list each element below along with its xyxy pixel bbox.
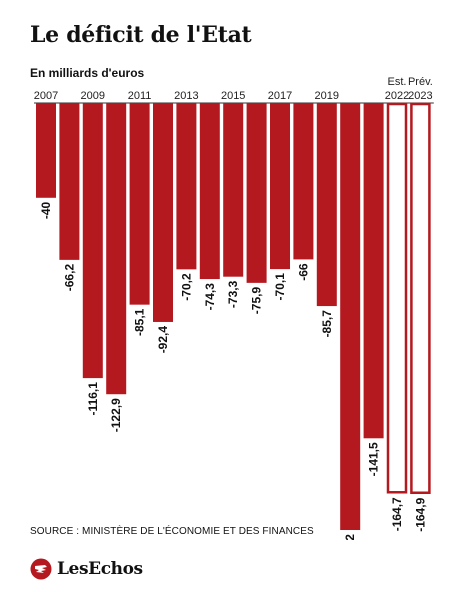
x-tick-label-2013: 2013 — [174, 90, 198, 102]
bar-2017 — [270, 103, 290, 270]
bar-2016 — [246, 103, 267, 283]
x-tick-label-2015: 2015 — [221, 90, 245, 102]
value-label-2020: -180,2 — [343, 534, 357, 540]
les-echos-logo-icon — [30, 558, 52, 580]
bar-2020 — [340, 103, 361, 530]
x-tick-label-2011: 2011 — [128, 90, 152, 102]
value-label-2019: -85,7 — [320, 310, 334, 338]
value-label-2010: -122,9 — [109, 398, 123, 432]
bar-2007 — [36, 103, 56, 198]
value-label-2021: -141,5 — [367, 442, 381, 476]
value-label-2011: -85,1 — [133, 308, 147, 336]
value-label-2016: -75,9 — [250, 287, 264, 315]
value-label-2017: -70,1 — [273, 273, 287, 301]
value-label-2009: -116,1 — [86, 382, 100, 416]
bar-2013 — [176, 103, 197, 270]
value-label-2022: -164,7 — [390, 497, 404, 531]
x-tick-label-2009: 2009 — [81, 90, 105, 102]
bar-2010 — [106, 103, 127, 395]
x-tick-prefix-2022: Est. — [388, 76, 407, 88]
chart-title: Le déficit de l'Etat — [30, 22, 252, 48]
bar-2014 — [199, 103, 220, 280]
bar-2022 — [386, 102, 408, 494]
x-tick-label-2022: 2022 — [385, 90, 409, 102]
value-label-2007: -40 — [39, 201, 53, 219]
bar-2009 — [82, 103, 103, 379]
x-tick-label-2023: 2023 — [408, 90, 432, 102]
bar-2019 — [316, 103, 337, 307]
chart-subtitle: En milliards d'euros — [30, 66, 145, 80]
bar-2008 — [59, 103, 80, 260]
x-tick-prefix-2023: Prév. — [408, 76, 433, 88]
bar-2018 — [293, 103, 314, 260]
value-label-2014: -74,3 — [203, 283, 217, 311]
bar-2023 — [410, 102, 431, 494]
x-tick-label-2007: 2007 — [34, 90, 58, 102]
value-label-2023: -164,9 — [413, 497, 427, 531]
bar-chart: -40 -66,2 -116,1 -122,9 -85,1 -92,4 -70,2 -74,3… — [34, 76, 434, 540]
brand-name: LesEchos — [57, 559, 143, 579]
bar-2012 — [153, 103, 173, 322]
brand-logo: LesEchos — [30, 558, 143, 580]
value-label-2012: -92,4 — [156, 326, 170, 354]
x-tick-label-2017: 2017 — [268, 90, 292, 102]
value-label-2008: -66,2 — [62, 264, 76, 292]
x-tick-label-2019: 2019 — [315, 90, 339, 102]
value-label-2015: -73,3 — [226, 280, 240, 308]
bar-2021 — [363, 103, 384, 439]
bar-2011 — [129, 103, 150, 305]
value-label-2018: -66 — [296, 263, 310, 281]
value-label-2013: -70,2 — [179, 273, 193, 301]
bar-2015 — [223, 103, 244, 277]
source-note: SOURCE : MINISTÈRE DE L'ÉCONOMIE ET DES … — [30, 526, 314, 537]
